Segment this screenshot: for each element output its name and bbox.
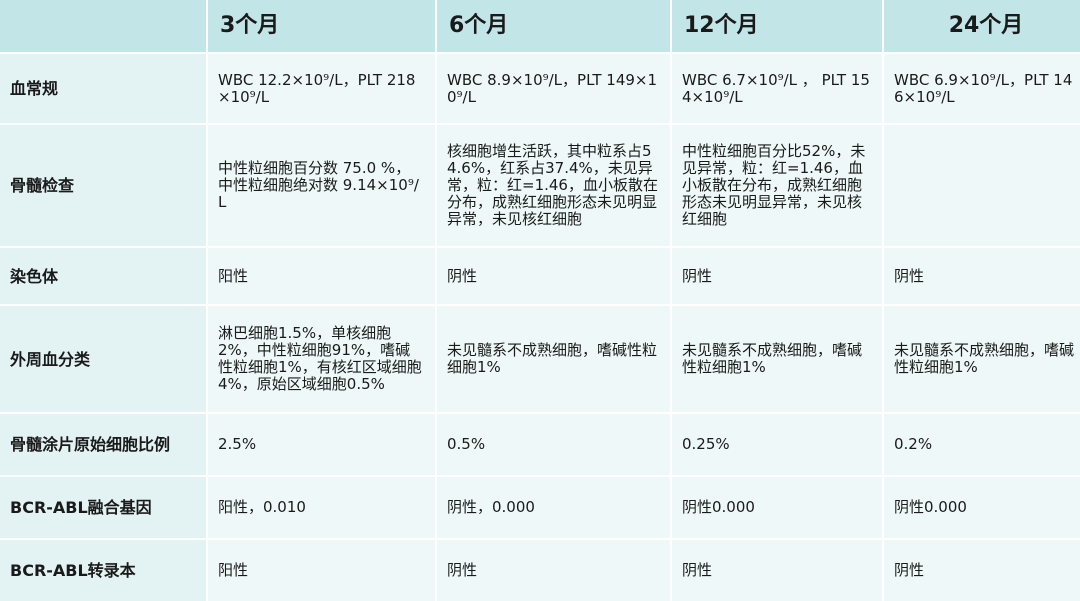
cell-chromosome-12m: 阴性 <box>672 248 882 304</box>
cell-bone-marrow-exam-3m: 中性粒细胞百分数 75.0 %，中性粒细胞绝对数 9.14×10⁹/L <box>208 125 435 246</box>
cell-chromosome-24m: 阴性 <box>884 248 1080 304</box>
row-label-blood-routine: 血常规 <box>0 54 206 123</box>
cell-bone-marrow-exam-24m <box>884 125 1080 246</box>
cell-peripheral-blood-12m: 未见髓系不成熟细胞，嗜碱性粒细胞1% <box>672 306 882 412</box>
row-label-bcr-abl-fusion: BCR-ABL融合基因 <box>0 477 206 538</box>
cell-blood-routine-24m: WBC 6.9×10⁹/L，PLT 146×10⁹/L <box>884 54 1080 123</box>
cell-peripheral-blood-6m: 未见髓系不成熟细胞，嗜碱性粒细胞1% <box>437 306 670 412</box>
cell-blast-ratio-24m: 0.2% <box>884 414 1080 475</box>
header-corner <box>0 0 206 52</box>
header-col-6-months: 6个月 <box>437 0 670 52</box>
header-col-12-months: 12个月 <box>672 0 882 52</box>
cell-bcr-abl-transcript-3m: 阳性 <box>208 540 435 601</box>
cell-bcr-abl-fusion-3m: 阳性，0.010 <box>208 477 435 538</box>
cell-bcr-abl-transcript-12m: 阴性 <box>672 540 882 601</box>
cell-blood-routine-12m: WBC 6.7×10⁹/L ， PLT 154×10⁹/L <box>672 54 882 123</box>
cell-chromosome-3m: 阳性 <box>208 248 435 304</box>
cell-bone-marrow-exam-12m: 中性粒细胞百分比52%，未见异常，粒：红=1.46，血小板散在分布，成熟红细胞形… <box>672 125 882 246</box>
row-label-bcr-abl-transcript: BCR-ABL转录本 <box>0 540 206 601</box>
cell-bone-marrow-exam-6m: 核细胞增生活跃，其中粒系占54.6%，红系占37.4%，未见异常，粒：红=1.4… <box>437 125 670 246</box>
row-label-peripheral-blood: 外周血分类 <box>0 306 206 412</box>
cell-blood-routine-3m: WBC 12.2×10⁹/L，PLT 218×10⁹/L <box>208 54 435 123</box>
cell-blood-routine-6m: WBC 8.9×10⁹/L，PLT 149×10⁹/L <box>437 54 670 123</box>
cell-bcr-abl-fusion-24m: 阴性0.000 <box>884 477 1080 538</box>
cell-peripheral-blood-24m: 未见髓系不成熟细胞，嗜碱性粒细胞1% <box>884 306 1080 412</box>
cell-chromosome-6m: 阴性 <box>437 248 670 304</box>
cell-bcr-abl-transcript-24m: 阴性 <box>884 540 1080 601</box>
row-label-blast-ratio: 骨髓涂片原始细胞比例 <box>0 414 206 475</box>
header-col-24-months: 24个月 <box>884 0 1080 52</box>
cell-bcr-abl-fusion-12m: 阴性0.000 <box>672 477 882 538</box>
cell-blast-ratio-6m: 0.5% <box>437 414 670 475</box>
cell-blast-ratio-12m: 0.25% <box>672 414 882 475</box>
header-col-3-months: 3个月 <box>208 0 435 52</box>
cell-peripheral-blood-3m: 淋巴细胞1.5%，单核细胞2%，中性粒细胞91%，嗜碱性粒细胞1%，有核红区域细… <box>208 306 435 412</box>
cell-bcr-abl-fusion-6m: 阴性，0.000 <box>437 477 670 538</box>
row-label-chromosome: 染色体 <box>0 248 206 304</box>
cell-bcr-abl-transcript-6m: 阴性 <box>437 540 670 601</box>
row-label-bone-marrow-exam: 骨髓检查 <box>0 125 206 246</box>
cell-blast-ratio-3m: 2.5% <box>208 414 435 475</box>
